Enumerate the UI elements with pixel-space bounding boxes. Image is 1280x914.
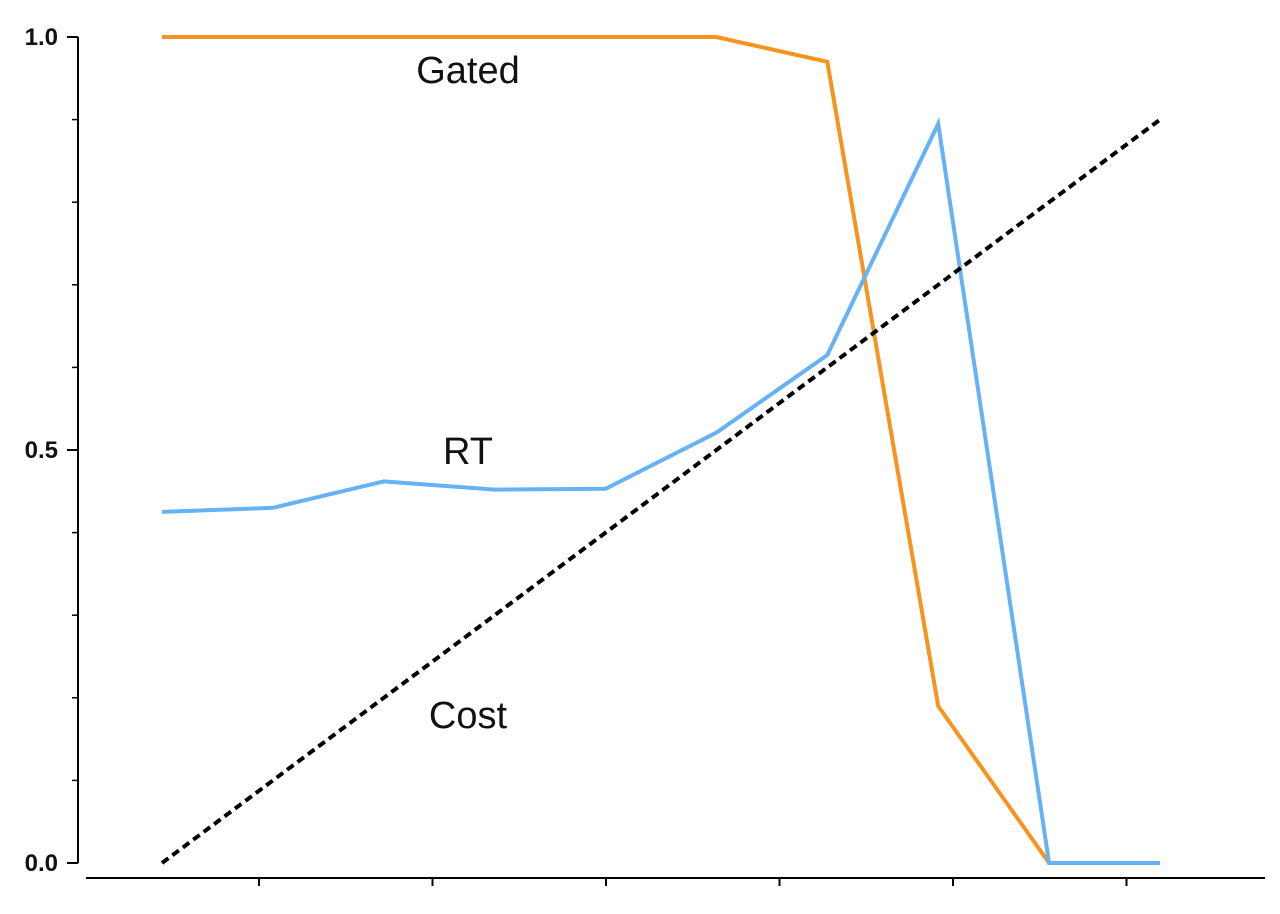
- cost-series-label: Cost: [429, 695, 508, 737]
- y-tick-label: 0.0: [25, 850, 58, 877]
- cost-series-line: [160, 117, 1162, 865]
- series-layer: [160, 35, 1162, 865]
- gated-series-label: Gated: [416, 50, 520, 92]
- rt-series-label: RT: [443, 431, 493, 473]
- gated-series-line: [162, 35, 1051, 865]
- series-labels: Gated RT Cost: [416, 50, 520, 737]
- axes: 0.0 0.5 1.0: [25, 24, 1265, 886]
- y-tick-label: 1.0: [25, 24, 58, 51]
- y-tick-label: 0.5: [25, 437, 58, 464]
- rt-series-line: [161, 116, 1160, 865]
